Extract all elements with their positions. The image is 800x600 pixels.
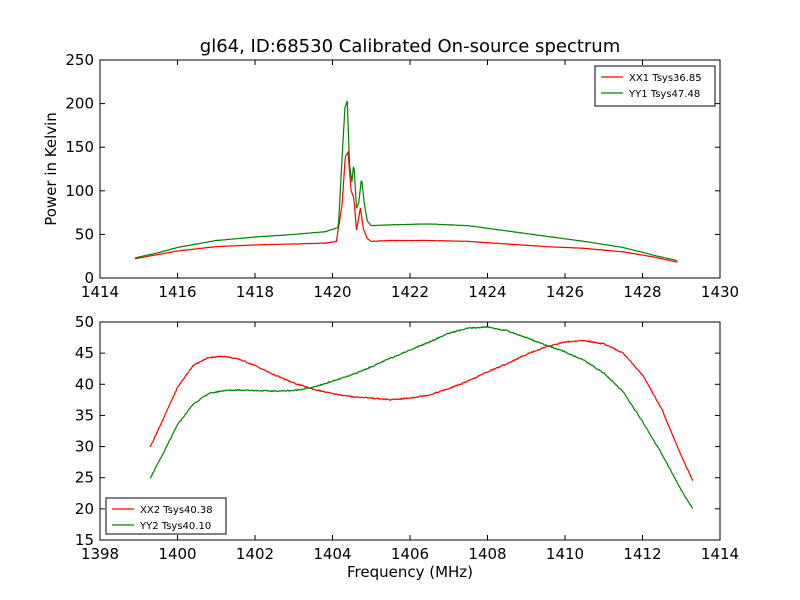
x-tick-label: 1418 xyxy=(236,283,274,301)
legend: XX2 Tsys40.38 YY2 Tsys40.10 xyxy=(105,497,227,535)
y-tick-label: 25 xyxy=(75,469,94,487)
x-tick-label: 1402 xyxy=(236,545,274,563)
legend-entry-label: YY2 Tsys40.10 xyxy=(139,521,211,532)
y-axis-label: Power in Kelvin xyxy=(42,112,60,226)
y-tick-label: 200 xyxy=(65,95,94,113)
y-tick-label: 50 xyxy=(75,225,94,243)
y-tick-label: 150 xyxy=(65,138,94,156)
legend-entry-label: XX1 Tsys36.85 xyxy=(629,73,702,84)
upper-spectrum-plot: 1414 1416 1418 1420 1422 1424 1426 1428 1430 0 50 1… xyxy=(42,51,739,301)
x-tick-label: 1416 xyxy=(158,283,196,301)
x-tick-label: 1428 xyxy=(623,283,661,301)
x-tick-label: 1430 xyxy=(701,283,739,301)
x-tick-label: 1406 xyxy=(391,545,429,563)
y-tick-label: 40 xyxy=(75,375,94,393)
x-tick-label: 1426 xyxy=(546,283,584,301)
legend-box xyxy=(105,497,227,535)
x-tick-label: 1404 xyxy=(313,545,351,563)
x-tick-label: 1414 xyxy=(701,545,739,563)
legend-entry-label: XX2 Tsys40.38 xyxy=(140,505,213,516)
series-lines xyxy=(149,325,694,509)
x-tick-label: 1398 xyxy=(81,545,119,563)
legend-entry-label: YY1 Tsys47.48 xyxy=(628,89,700,100)
y-tick-label: 50 xyxy=(75,313,94,331)
legend: XX1 Tsys36.85 YY1 Tsys47.48 xyxy=(594,65,716,107)
series-line-yy1 xyxy=(134,100,678,262)
x-tick-label: 1424 xyxy=(468,283,506,301)
x-tick-label: 1414 xyxy=(81,283,119,301)
y-tick-label: 45 xyxy=(75,344,94,362)
chart-title: gl64, ID:68530 Calibrated On-source spec… xyxy=(200,36,620,57)
series-line-xx2 xyxy=(149,339,694,482)
y-tick-label: 30 xyxy=(75,438,94,456)
y-tick-label: 15 xyxy=(75,531,94,549)
series-line-yy2 xyxy=(149,325,694,509)
legend-box xyxy=(594,65,716,107)
x-tick-label: 1422 xyxy=(391,283,429,301)
x-tick-label: 1400 xyxy=(158,545,196,563)
x-tick-label: 1410 xyxy=(546,545,584,563)
x-tick-label: 1408 xyxy=(468,545,506,563)
y-tick-label: 250 xyxy=(65,51,94,69)
y-tick-label: 0 xyxy=(84,269,94,287)
series-line-xx1 xyxy=(134,150,678,263)
x-tick-label: 1412 xyxy=(623,545,661,563)
x-axis-label: Frequency (MHz) xyxy=(347,563,473,581)
x-tick-label: 1420 xyxy=(313,283,351,301)
series-lines xyxy=(134,100,678,263)
y-tick-label: 100 xyxy=(65,182,94,200)
y-tick-label: 35 xyxy=(75,406,94,424)
y-tick-label: 20 xyxy=(75,500,94,518)
lower-spectrum-plot: 1398 1400 1402 1404 1406 1408 1410 1412 1414 15 20… xyxy=(75,313,739,581)
